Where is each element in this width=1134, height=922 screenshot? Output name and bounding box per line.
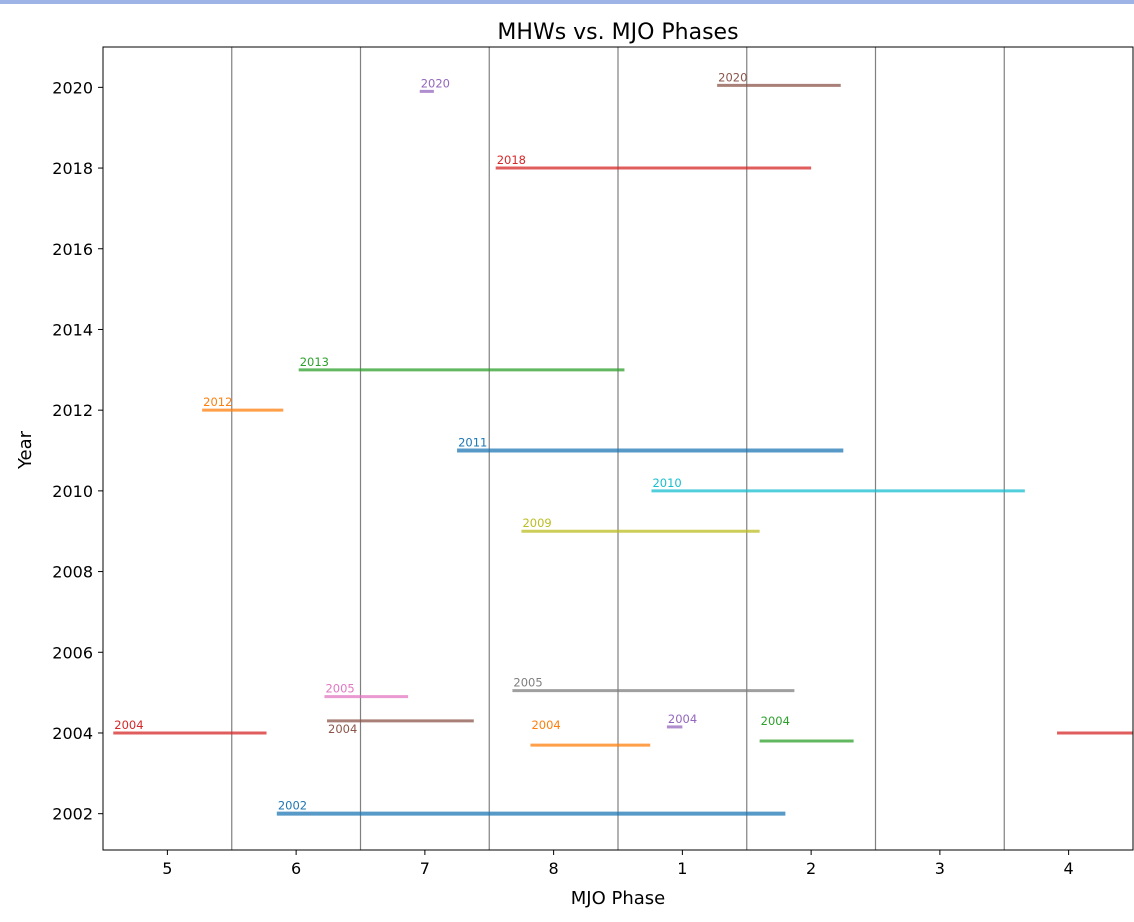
y-tick-label-2008: 2008 xyxy=(52,563,93,582)
event-label-2011-11: 2011 xyxy=(458,436,487,450)
window-top-strip xyxy=(0,0,1134,4)
event-label-2009-9: 2009 xyxy=(522,516,551,530)
x-tick-label-7: 7 xyxy=(420,859,430,878)
plot-frame xyxy=(102,46,1134,851)
event-label-2012-12: 2012 xyxy=(203,395,232,409)
x-tick-label-1: 1 xyxy=(677,859,687,878)
x-tick-label-8: 8 xyxy=(549,859,559,878)
y-tick-label-2016: 2016 xyxy=(52,240,93,259)
event-label-2020-16: 2020 xyxy=(718,70,747,84)
x-tick-label-2: 2 xyxy=(806,859,816,878)
x-tick-label-3: 3 xyxy=(935,859,945,878)
x-tick-label-4: 4 xyxy=(1064,859,1074,878)
event-label-2020-15: 2020 xyxy=(421,76,450,90)
y-tick-label-2018: 2018 xyxy=(52,159,93,178)
x-tick-label-5: 5 xyxy=(162,859,172,878)
x-axis-label: MJO Phase xyxy=(571,888,665,909)
y-tick-label-2010: 2010 xyxy=(52,482,93,501)
event-label-2018-14: 2018 xyxy=(497,153,526,167)
y-tick-label-2012: 2012 xyxy=(52,401,93,420)
event-label-2010-10: 2010 xyxy=(652,476,681,490)
x-axis-ticks: 5 6 7 8 1 2 3 4 xyxy=(162,850,1074,878)
event-label-2005-7: 2005 xyxy=(325,682,354,696)
event-series: 2002 2004 2004 2004 2004 2004 2005 2005 2009 2010… xyxy=(113,70,1133,816)
y-tick-label-2014: 2014 xyxy=(52,320,93,339)
event-label-2013-13: 2013 xyxy=(300,355,329,369)
event-label-2004-3: 2004 xyxy=(328,722,357,736)
event-label-2004-4: 2004 xyxy=(531,718,560,732)
y-tick-label-2020: 2020 xyxy=(52,78,93,97)
event-label-2005-8: 2005 xyxy=(513,676,542,690)
phase-boundaries xyxy=(231,47,1005,850)
y-tick-label-2002: 2002 xyxy=(52,805,93,824)
y-tick-label-2004: 2004 xyxy=(52,724,93,743)
event-label-2004-6: 2004 xyxy=(761,714,790,728)
event-label-2004-1: 2004 xyxy=(114,718,143,732)
y-axis-label: Year xyxy=(15,430,36,470)
chart-title: MHWs vs. MJO Phases xyxy=(497,20,738,45)
x-tick-label-6: 6 xyxy=(291,859,301,878)
y-tick-label-2006: 2006 xyxy=(52,643,93,662)
event-label-2004-5: 2004 xyxy=(668,712,697,726)
y-axis-ticks: 2002 2004 2006 2008 2010 2012 2014 2016 2018 2020 xyxy=(52,78,103,824)
event-label-2002-0: 2002 xyxy=(278,799,307,813)
